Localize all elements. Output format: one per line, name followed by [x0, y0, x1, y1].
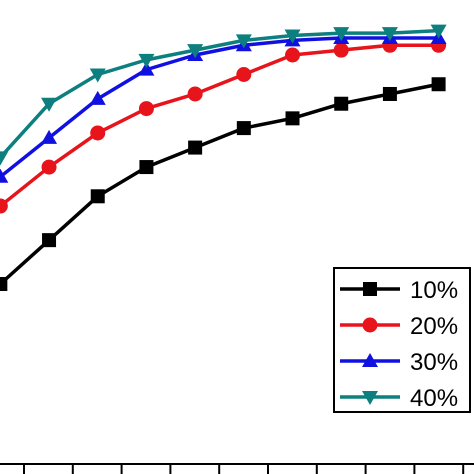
- axes: [0, 463, 474, 474]
- legend-label: 10%: [410, 277, 458, 304]
- series-line: [0, 28, 439, 162]
- data-point: [0, 276, 8, 291]
- legend-swatch-marker: [362, 391, 378, 405]
- series-30-percent: [0, 29, 447, 183]
- legend-label: 30%: [410, 349, 458, 376]
- data-point: [382, 86, 397, 101]
- data-point: [42, 233, 57, 248]
- series-line: [0, 36, 439, 182]
- data-point: [236, 121, 251, 136]
- legend-item: 40%: [340, 385, 458, 412]
- legend-item: 30%: [340, 349, 458, 376]
- data-point: [187, 44, 204, 59]
- series-line: [0, 43, 439, 211]
- data-point: [139, 160, 154, 175]
- data-point: [90, 189, 105, 204]
- data-point: [334, 96, 349, 111]
- series-40-percent: [0, 24, 447, 166]
- data-point: [41, 129, 58, 144]
- data-point: [41, 159, 57, 175]
- series-10-percent: [0, 77, 446, 291]
- data-point: [0, 151, 9, 166]
- series-layer: [0, 24, 447, 291]
- data-point: [430, 24, 447, 39]
- data-point: [285, 47, 301, 63]
- legend: 10% 20% 30% 40%: [333, 267, 471, 413]
- data-point: [89, 90, 106, 105]
- data-point: [333, 27, 350, 42]
- data-point: [284, 29, 301, 44]
- data-point: [381, 27, 398, 42]
- data-point: [138, 53, 155, 68]
- data-point: [89, 68, 106, 83]
- legend-box: [333, 267, 471, 413]
- data-point: [235, 34, 252, 49]
- data-point: [285, 111, 300, 126]
- data-point: [90, 125, 106, 141]
- legend-label: 40%: [410, 385, 458, 412]
- data-point: [138, 61, 155, 76]
- data-point: [0, 168, 9, 183]
- data-point: [138, 101, 154, 117]
- data-point: [188, 140, 203, 155]
- data-point: [236, 66, 252, 82]
- data-point: [187, 86, 203, 102]
- legend-item: 20%: [340, 313, 458, 340]
- legend-item: 10%: [340, 277, 458, 304]
- legend-swatch-marker: [362, 317, 378, 333]
- data-point: [431, 77, 446, 92]
- legend-label: 20%: [410, 313, 458, 340]
- legend-swatch-marker: [363, 282, 377, 296]
- data-point: [333, 42, 349, 58]
- data-point: [0, 198, 8, 214]
- legend-swatch-marker: [362, 353, 378, 367]
- series-20-percent: [0, 37, 447, 214]
- data-point: [41, 97, 58, 112]
